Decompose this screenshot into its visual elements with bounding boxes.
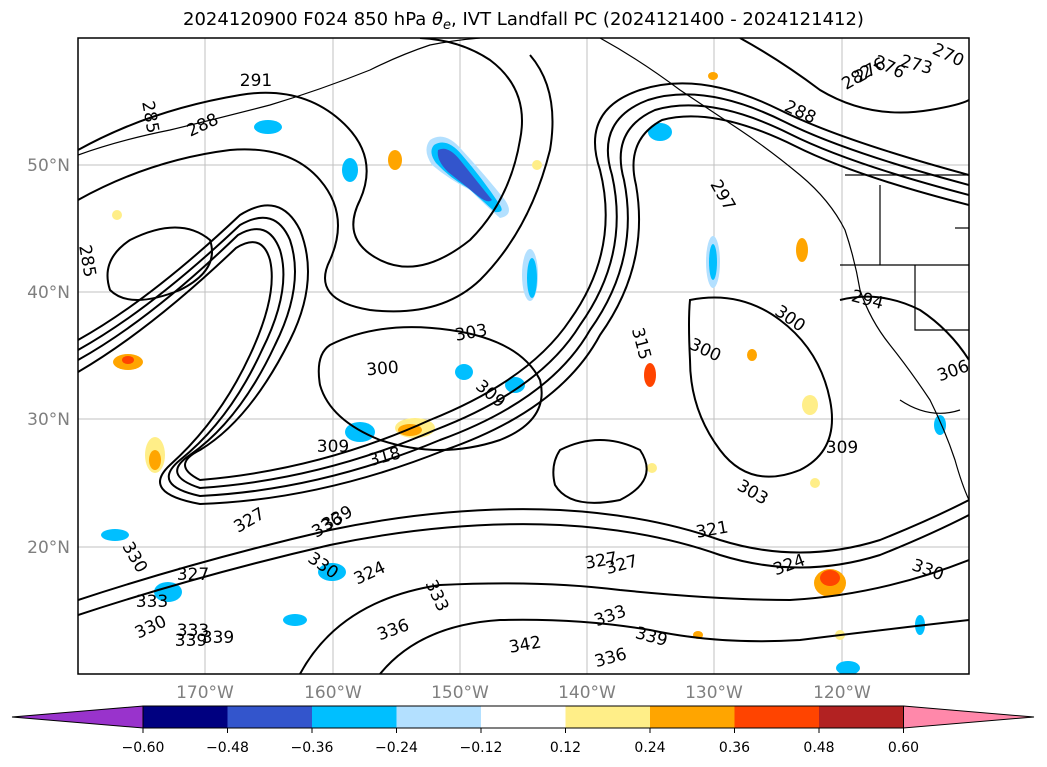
colorbar-tick-label: −0.24 xyxy=(375,740,418,756)
colorbar: −0.60 −0.48 −0.36 −0.24 −0.12 0.12 0.24 0.36 0.4… xyxy=(11,705,1035,756)
colorbar-extend-high xyxy=(903,705,1035,729)
colorbar-frame xyxy=(142,705,904,729)
lat-label-30: 30°N xyxy=(27,410,70,430)
colorbar-segment xyxy=(650,706,735,728)
lat-label-40: 40°N xyxy=(27,283,70,303)
colorbar-segment xyxy=(819,706,904,728)
colorbar-segment xyxy=(396,706,482,728)
lon-label-170: 170°W xyxy=(176,683,234,703)
lat-label-20: 20°N xyxy=(27,538,70,558)
contour-label: 327 xyxy=(177,565,209,585)
colorbar-tick-label: 0.12 xyxy=(550,740,581,756)
colorbar-tick-label: 0.24 xyxy=(634,740,665,756)
contour-label: 339 xyxy=(175,631,207,651)
lon-label-130: 130°W xyxy=(685,683,743,703)
colorbar-segment xyxy=(227,706,313,728)
colorbar-tick-label: −0.48 xyxy=(206,740,249,756)
map-frame xyxy=(77,37,970,675)
colorbar-tick-label: 0.60 xyxy=(888,740,919,756)
lon-label-160: 160°W xyxy=(304,683,362,703)
map-panel xyxy=(78,38,969,674)
lon-label-140: 140°W xyxy=(558,683,616,703)
ivt-shading xyxy=(101,72,946,674)
colorbar-segment xyxy=(312,706,397,728)
colorbar-tick-label: 0.36 xyxy=(719,740,750,756)
contour-label: 300 xyxy=(366,358,400,381)
contour-label: 333 xyxy=(136,592,168,612)
plot-title: 2024120900 F024 850 hPa θe, IVT Landfall… xyxy=(183,9,864,33)
colorbar-tick-label: −0.60 xyxy=(122,740,165,756)
colorbar-extend-low xyxy=(11,705,144,729)
colorbar-tick-label: −0.12 xyxy=(460,740,503,756)
contour-label: 309 xyxy=(826,438,858,458)
contour-label: 309 xyxy=(317,437,349,457)
lat-label-50: 50°N xyxy=(27,156,70,176)
colorbar-tick-label: 0.48 xyxy=(803,740,834,756)
contour-label: 291 xyxy=(240,71,272,91)
lon-label-120: 120°W xyxy=(813,683,871,703)
colorbar-segment xyxy=(565,706,651,728)
contour-label: 339 xyxy=(202,628,234,648)
contour-label: 333 xyxy=(177,621,209,641)
lon-label-150: 150°W xyxy=(431,683,489,703)
colorbar-segment xyxy=(143,706,228,728)
colorbar-segment xyxy=(481,706,566,728)
colorbar-segment xyxy=(734,706,820,728)
colorbar-tick-label: −0.36 xyxy=(291,740,334,756)
coastlines xyxy=(78,38,969,501)
